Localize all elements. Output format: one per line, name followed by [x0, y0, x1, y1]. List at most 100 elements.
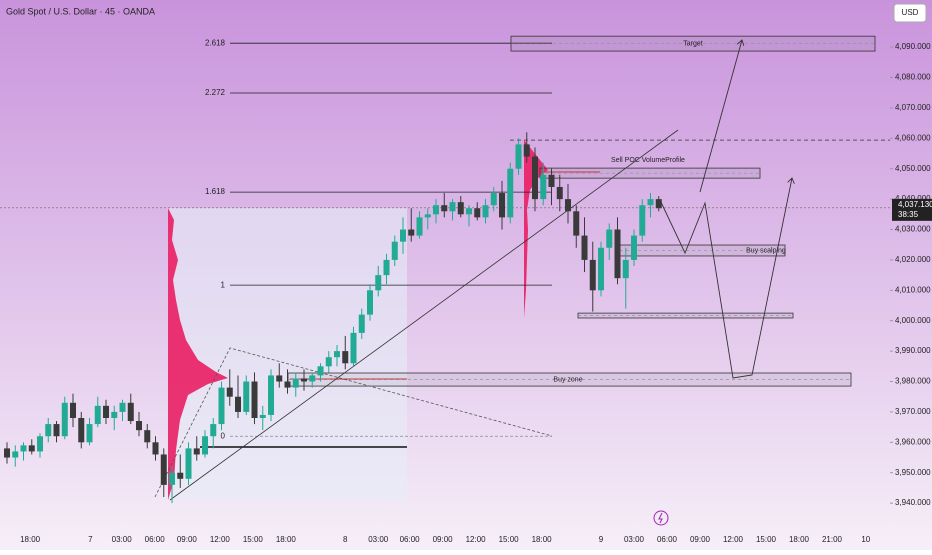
candle-body	[4, 448, 11, 458]
y-tick-label: 4,080.000	[895, 73, 931, 82]
countdown: 38:35	[898, 210, 919, 219]
x-tick-label: 03:00	[368, 535, 389, 544]
zone-label: Buy zone	[553, 376, 582, 383]
candle-body	[169, 472, 176, 485]
fib-label: 2.618	[205, 38, 226, 47]
candle-body	[400, 229, 407, 242]
candle-body	[350, 332, 357, 364]
candle-body	[111, 411, 118, 418]
candle-body	[70, 402, 77, 418]
candle-body	[614, 229, 621, 279]
candle-body	[243, 381, 250, 412]
y-tick-label: 4,030.000	[895, 225, 931, 234]
x-tick-label: 18:00	[20, 535, 41, 544]
candle-body	[573, 211, 580, 236]
event-icon[interactable]	[653, 510, 669, 526]
candle-body	[606, 229, 613, 248]
y-tick-label: 3,990.000	[895, 346, 931, 355]
candle-body	[474, 208, 481, 218]
x-tick-label: 21:00	[822, 535, 843, 544]
y-tick-label: 4,040.000	[895, 194, 931, 203]
candle-body	[441, 205, 448, 212]
y-tick-label: 4,060.000	[895, 133, 931, 142]
price-tag	[892, 198, 932, 221]
candle-body	[202, 436, 209, 455]
candle-body	[309, 375, 316, 382]
projection	[659, 178, 792, 379]
volume-profile	[524, 140, 548, 318]
y-tick-label: 4,000.000	[895, 316, 931, 325]
chart-title: Gold Spot / U.S. Dollar · 45 · OANDA	[6, 6, 155, 16]
candle-body	[251, 381, 258, 418]
volume-profile	[168, 208, 228, 500]
candle-body	[226, 387, 233, 397]
candle-body	[507, 168, 514, 218]
candle-body	[103, 405, 110, 418]
candle-body	[375, 275, 382, 291]
event-bolt	[658, 512, 663, 524]
trendline	[169, 129, 679, 501]
candle-body	[268, 375, 275, 415]
candle-body	[284, 381, 291, 388]
x-tick-label: 18:00	[276, 535, 297, 544]
candle-body	[540, 174, 547, 200]
x-tick-label: 8	[343, 535, 348, 544]
x-tick-label: 09:00	[177, 535, 198, 544]
candle-body	[61, 402, 68, 437]
x-tick-label: 18:00	[532, 535, 553, 544]
x-tick-label: 09:00	[433, 535, 454, 544]
candle-body	[647, 199, 654, 206]
fib-label: 1.618	[205, 187, 226, 196]
candle-body	[301, 378, 308, 382]
candle-body	[466, 208, 473, 215]
profile-range	[168, 208, 407, 500]
candle-body	[556, 186, 563, 200]
candle-body	[185, 448, 192, 479]
candle-body	[20, 445, 27, 452]
x-tick-label: 06:00	[145, 535, 166, 544]
x-tick-label: 12:00	[466, 535, 487, 544]
candle-body	[548, 174, 555, 187]
candle-body	[342, 351, 349, 364]
x-tick-label: 15:00	[243, 535, 264, 544]
y-tick-label: 3,960.000	[895, 437, 931, 446]
x-tick-label: 09:00	[690, 535, 711, 544]
candle-body	[358, 314, 365, 333]
candle-body	[565, 199, 572, 212]
currency[interactable]: USD	[902, 8, 919, 17]
candle-body	[325, 357, 332, 367]
candle-body	[523, 144, 530, 157]
x-tick-label: 06:00	[400, 535, 421, 544]
x-tick-label: 03:00	[624, 535, 645, 544]
currency-button[interactable]	[893, 3, 927, 23]
candle-body	[78, 417, 85, 443]
candle-body	[449, 202, 456, 212]
candle-body	[160, 454, 167, 485]
x-tick-label: 15:00	[756, 535, 777, 544]
x-tick-label: 12:00	[723, 535, 744, 544]
candle-body	[499, 193, 506, 218]
candle-body	[581, 235, 588, 260]
x-tick-label: 03:00	[112, 535, 133, 544]
x-tick-label: 10	[861, 535, 870, 544]
candle-body	[177, 472, 184, 479]
y-tick-label: 4,090.000	[895, 42, 931, 51]
x-tick-label: 18:00	[789, 535, 810, 544]
candle-body	[292, 378, 299, 388]
candle-body	[482, 205, 489, 218]
candle-body	[391, 241, 398, 260]
candle-body	[655, 199, 662, 209]
y-tick-label: 3,950.000	[895, 468, 931, 477]
zone-label: Sell POC VolumeProfile	[611, 157, 685, 164]
candle-body	[408, 229, 415, 236]
candle-body	[383, 259, 390, 276]
candle-body	[276, 375, 283, 382]
candle-body	[416, 217, 423, 236]
candle-body	[12, 451, 19, 458]
fib-label: 2.272	[205, 88, 226, 97]
candle-body	[589, 259, 596, 291]
x-tick-label: 9	[599, 535, 604, 544]
candle-body	[86, 424, 93, 443]
